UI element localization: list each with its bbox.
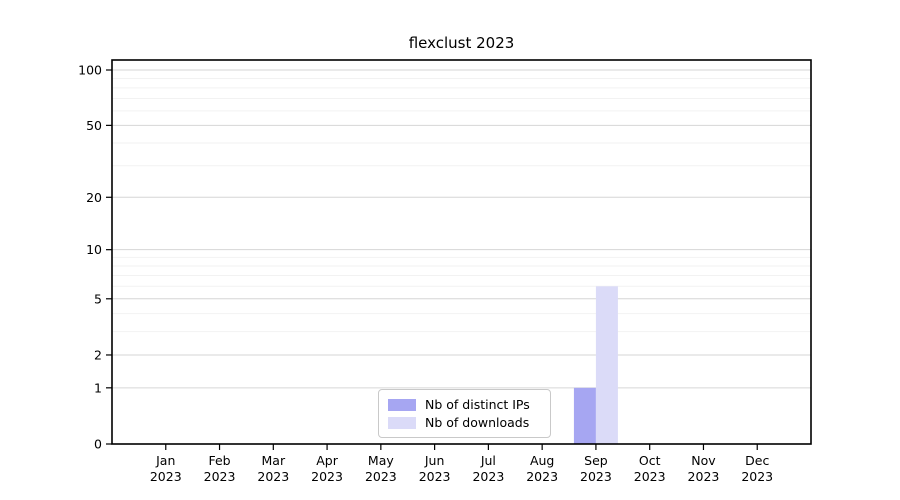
chart-title: flexclust 2023 bbox=[408, 34, 515, 52]
y-tick-label: 50 bbox=[86, 118, 102, 133]
legend-item-downloads: Nb of downloads bbox=[388, 415, 541, 430]
legend-label-distinct-ips: Nb of distinct IPs bbox=[425, 397, 530, 412]
legend-swatch-distinct-ips bbox=[388, 398, 416, 411]
y-tick-label: 0 bbox=[94, 437, 102, 452]
x-tick-label-year: 2023 bbox=[311, 469, 343, 484]
x-tick-label-year: 2023 bbox=[257, 469, 289, 484]
x-tick-label-year: 2023 bbox=[204, 469, 236, 484]
y-tick-label: 20 bbox=[86, 190, 102, 205]
x-tick-label-year: 2023 bbox=[688, 469, 720, 484]
x-tick-label-month: Jun bbox=[424, 453, 445, 468]
x-tick-label-year: 2023 bbox=[741, 469, 773, 484]
y-tick-label: 10 bbox=[86, 242, 102, 257]
bar-distinct-ips bbox=[573, 387, 596, 444]
x-tick-label-month: Dec bbox=[745, 453, 769, 468]
x-tick-label-month: Sep bbox=[584, 453, 608, 468]
x-tick-label-month: Nov bbox=[691, 453, 716, 468]
x-tick-label-month: Feb bbox=[208, 453, 230, 468]
x-tick-label-month: May bbox=[368, 453, 394, 468]
axis-frame bbox=[111, 59, 812, 445]
x-tick-label-month: Oct bbox=[639, 453, 661, 468]
y-tick-label: 100 bbox=[78, 63, 102, 78]
x-tick-label-year: 2023 bbox=[150, 469, 182, 484]
x-tick-label-year: 2023 bbox=[472, 469, 504, 484]
bar-downloads bbox=[595, 286, 618, 444]
legend-label-downloads: Nb of downloads bbox=[425, 415, 530, 430]
legend-swatch-downloads bbox=[388, 416, 416, 429]
x-tick-label-year: 2023 bbox=[580, 469, 612, 484]
legend: Nb of distinct IPs Nb of downloads bbox=[378, 389, 551, 438]
x-tick-label-month: Jan bbox=[155, 453, 175, 468]
legend-item-distinct-ips: Nb of distinct IPs bbox=[388, 397, 541, 412]
x-tick-label-month: Jul bbox=[480, 453, 496, 468]
x-tick-label-year: 2023 bbox=[634, 469, 666, 484]
y-tick-label: 2 bbox=[94, 347, 102, 362]
x-tick-label-year: 2023 bbox=[365, 469, 397, 484]
x-tick-label-year: 2023 bbox=[419, 469, 451, 484]
y-tick-label: 5 bbox=[94, 291, 102, 306]
x-tick-label-month: Aug bbox=[530, 453, 554, 468]
y-tick-label: 1 bbox=[94, 380, 102, 395]
x-tick-label-month: Apr bbox=[316, 453, 338, 468]
x-tick-label-month: Mar bbox=[262, 453, 286, 468]
x-tick-label-year: 2023 bbox=[526, 469, 558, 484]
